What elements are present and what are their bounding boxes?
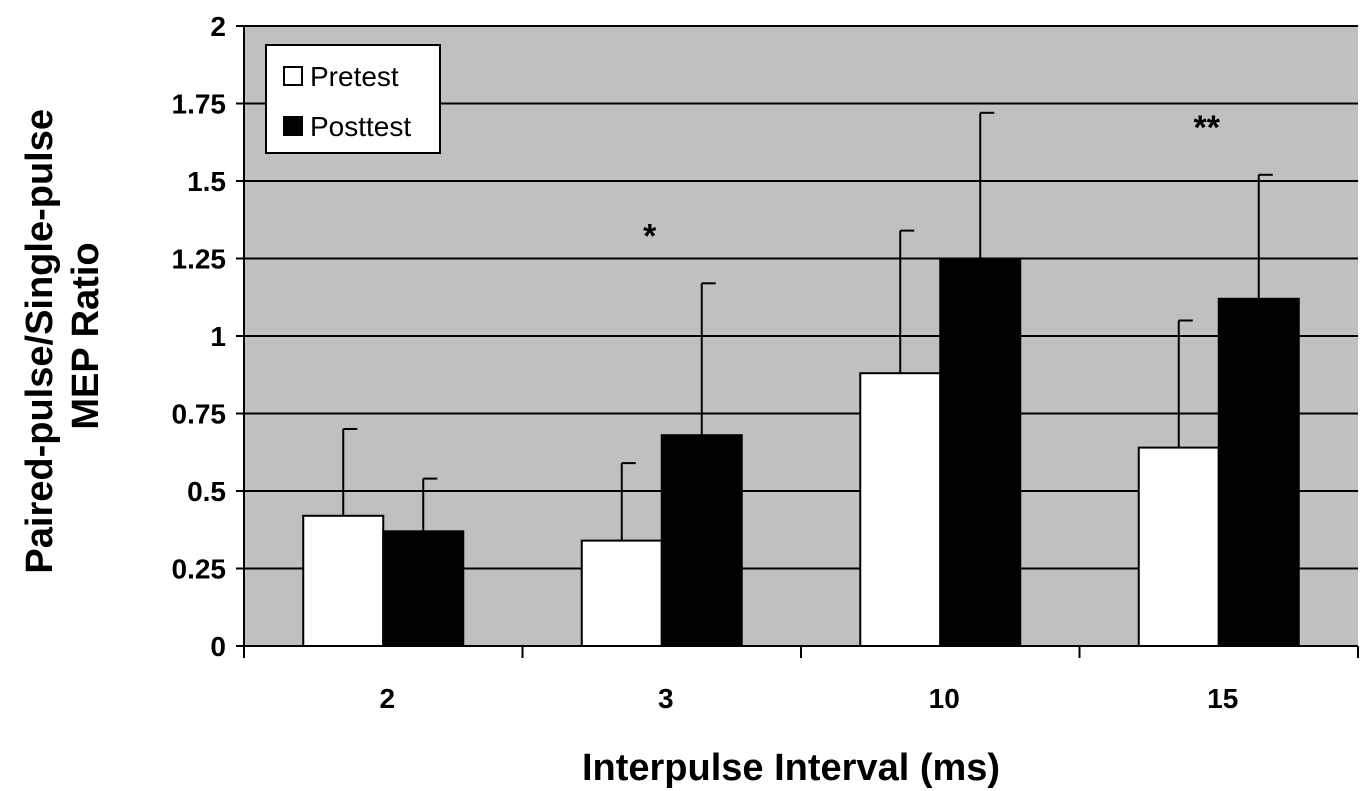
x-tick-label: 10	[929, 683, 960, 714]
y-tick-label: 1	[210, 321, 226, 352]
error-bars-group	[342, 111, 1273, 541]
y-tick-label: 1.25	[172, 244, 227, 275]
y-tick-label: 1.5	[187, 166, 226, 197]
y-axis-title-line-2: MEP Ratio	[65, 242, 107, 429]
legend-swatch-pretest	[283, 66, 303, 86]
annotations-group: ***	[643, 109, 1221, 256]
legend-swatch-posttest	[283, 116, 303, 136]
bar-pretest-3	[580, 539, 663, 647]
bar-posttest-15	[1217, 297, 1300, 647]
significance-marker: **	[1194, 109, 1221, 147]
x-axis-title: Interpulse Interval (ms)	[582, 747, 1000, 789]
bar-posttest-2	[382, 530, 465, 647]
legend-label-pretest: Pretest	[310, 61, 399, 92]
bar-posttest-10	[939, 257, 1022, 647]
bars-group	[302, 257, 1300, 648]
x-tick-label: 3	[658, 683, 674, 714]
legend: Pretest Posttest	[265, 44, 441, 154]
significance-marker: *	[643, 217, 657, 255]
y-axis-title-line-1: Paired-pulse/Single-pulse	[19, 109, 61, 574]
x-tick-label: 15	[1207, 683, 1238, 714]
bar-pretest-10	[859, 372, 942, 647]
y-tick-label: 0.25	[172, 554, 227, 585]
y-tick-label: 1.75	[172, 89, 227, 120]
bar-pretest-2	[302, 514, 385, 647]
bar-pretest-15	[1137, 446, 1220, 647]
y-tick-label: 0	[210, 631, 226, 662]
y-tick-label: 0.75	[172, 399, 227, 430]
axes-group: 0 0.25 0.5 0.75 1 1.25 1.5 1.75 2 2 3 10 15	[172, 11, 1359, 714]
legend-label-posttest: Posttest	[310, 111, 411, 142]
y-axis-title: Paired-pulse/Single-pulse MEP Ratio	[19, 98, 107, 573]
y-tick-label: 2	[210, 11, 226, 42]
x-tick-label: 2	[379, 683, 395, 714]
bar-posttest-3	[660, 434, 743, 648]
y-tick-label: 0.5	[187, 476, 226, 507]
